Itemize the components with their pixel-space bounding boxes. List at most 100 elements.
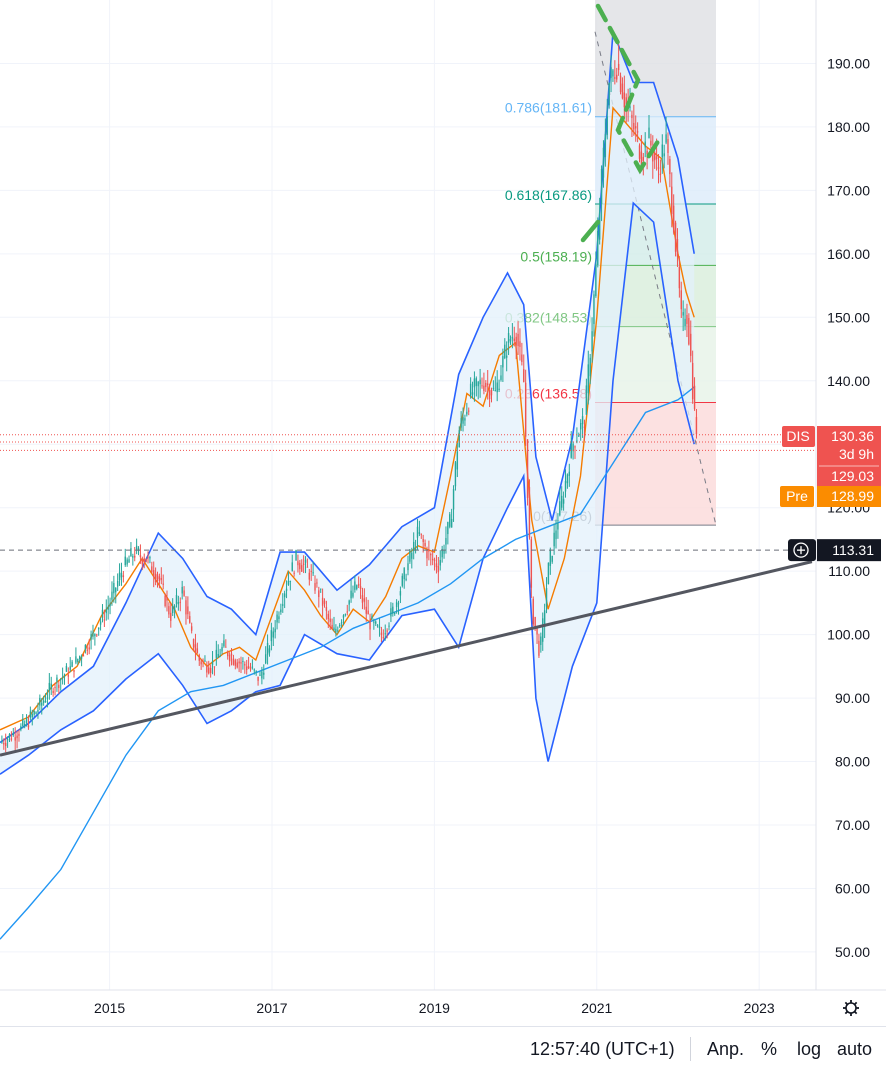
candle-body xyxy=(600,169,603,204)
candle-body xyxy=(31,714,33,718)
candle-body xyxy=(160,578,163,580)
candle-body xyxy=(405,578,407,580)
fib-level-label: 0.5(158.19) xyxy=(520,248,592,264)
candle-body xyxy=(511,336,514,339)
candle-body xyxy=(54,686,56,689)
candle-body xyxy=(597,230,599,266)
candle-body xyxy=(524,382,527,437)
candle-body xyxy=(633,122,635,130)
candle-body xyxy=(650,140,652,146)
candle-body xyxy=(109,603,111,607)
candle-body xyxy=(44,701,47,703)
candle-body xyxy=(128,559,130,563)
candle-body xyxy=(667,139,669,154)
candle-body xyxy=(12,733,14,735)
candle-body xyxy=(682,312,684,316)
time-tick-label: 2021 xyxy=(581,1000,612,1016)
auto-button[interactable]: auto xyxy=(837,1039,873,1059)
price-tick-label: 80.00 xyxy=(835,754,870,770)
candle-body xyxy=(194,644,197,652)
candle-body xyxy=(551,555,553,562)
price-tick-label: 140.00 xyxy=(827,373,870,389)
candle-body xyxy=(635,126,637,129)
candle-body xyxy=(545,588,548,607)
candle-body xyxy=(306,566,309,568)
candle-body xyxy=(168,606,170,615)
candle-body xyxy=(578,435,580,437)
candle-body xyxy=(382,637,385,639)
candle-body xyxy=(10,738,13,740)
candle-body xyxy=(526,439,529,498)
candle-body xyxy=(211,661,214,665)
candle-body xyxy=(475,378,478,386)
candle-body xyxy=(583,426,586,428)
candle-body xyxy=(619,75,622,93)
candle-body xyxy=(342,615,345,618)
candle-body xyxy=(646,150,648,155)
candle-body xyxy=(141,558,144,565)
candle-body xyxy=(122,575,125,578)
price-chart[interactable]: 0.786(181.61) 0.618(167.86) 0.5(158.19) 0.3… xyxy=(0,0,886,1026)
log-button[interactable]: log xyxy=(797,1039,822,1059)
candle-body xyxy=(386,630,388,632)
candle-body xyxy=(266,642,269,655)
candle-body xyxy=(428,549,430,552)
crosshair-price-label: 113.31 xyxy=(832,542,874,558)
candle-body xyxy=(532,598,534,625)
candle-body xyxy=(657,167,660,169)
candle-body xyxy=(321,597,324,606)
candle-body xyxy=(245,666,248,670)
candle-body xyxy=(585,385,588,415)
candle-body xyxy=(94,634,96,637)
candle-body xyxy=(640,151,643,166)
candle-body xyxy=(335,628,337,633)
settings-gear-icon[interactable] xyxy=(843,1000,859,1016)
pattern-dash-segment xyxy=(580,219,601,243)
percent-button[interactable]: % xyxy=(761,1039,778,1059)
price-tick-label: 190.00 xyxy=(827,55,870,71)
candle-body xyxy=(52,690,54,694)
candle-body xyxy=(456,451,459,470)
clock-readout[interactable]: 12:57:40 (UTC+1) xyxy=(530,1039,675,1059)
candle-body xyxy=(1,741,3,743)
candle-body xyxy=(253,669,255,671)
candle-body xyxy=(333,627,335,631)
candle-body xyxy=(433,559,436,561)
candle-body xyxy=(686,314,688,324)
candle-body xyxy=(388,625,390,627)
candle-body xyxy=(204,660,206,662)
candle-body xyxy=(367,610,369,615)
candle-body xyxy=(92,631,94,637)
candle-body xyxy=(591,331,593,352)
candle-body xyxy=(274,628,276,633)
ma-blue-line xyxy=(0,386,695,940)
add-alert-plus-icon[interactable] xyxy=(788,539,816,562)
candle-body xyxy=(559,501,561,516)
candle-body xyxy=(105,609,107,614)
candle-body xyxy=(340,622,343,624)
price-tick-label: 160.00 xyxy=(827,246,870,262)
price-tick-label: 60.00 xyxy=(835,880,870,896)
candle-body xyxy=(538,640,540,656)
candle-body xyxy=(90,634,92,640)
candle-body xyxy=(492,387,495,389)
candle-body xyxy=(301,565,303,572)
candle-body xyxy=(354,581,356,590)
time-tick-label: 2015 xyxy=(94,1000,125,1016)
adjust-button[interactable]: Anp. xyxy=(707,1039,745,1059)
fib-level-label: 0.618(167.86) xyxy=(505,187,592,203)
candle-body xyxy=(394,612,396,614)
candle-body xyxy=(357,583,360,586)
candle-body xyxy=(579,423,582,430)
candle-body xyxy=(562,499,565,504)
candle-body xyxy=(542,618,544,642)
pre-market-price-box xyxy=(817,486,881,507)
bollinger-fill xyxy=(0,31,695,775)
bollinger-lower xyxy=(0,201,695,775)
candle-body xyxy=(206,666,208,673)
candle-body xyxy=(369,620,371,630)
time-tick-label: 2023 xyxy=(744,1000,775,1016)
candle-body xyxy=(225,646,227,648)
candle-body xyxy=(42,700,45,703)
